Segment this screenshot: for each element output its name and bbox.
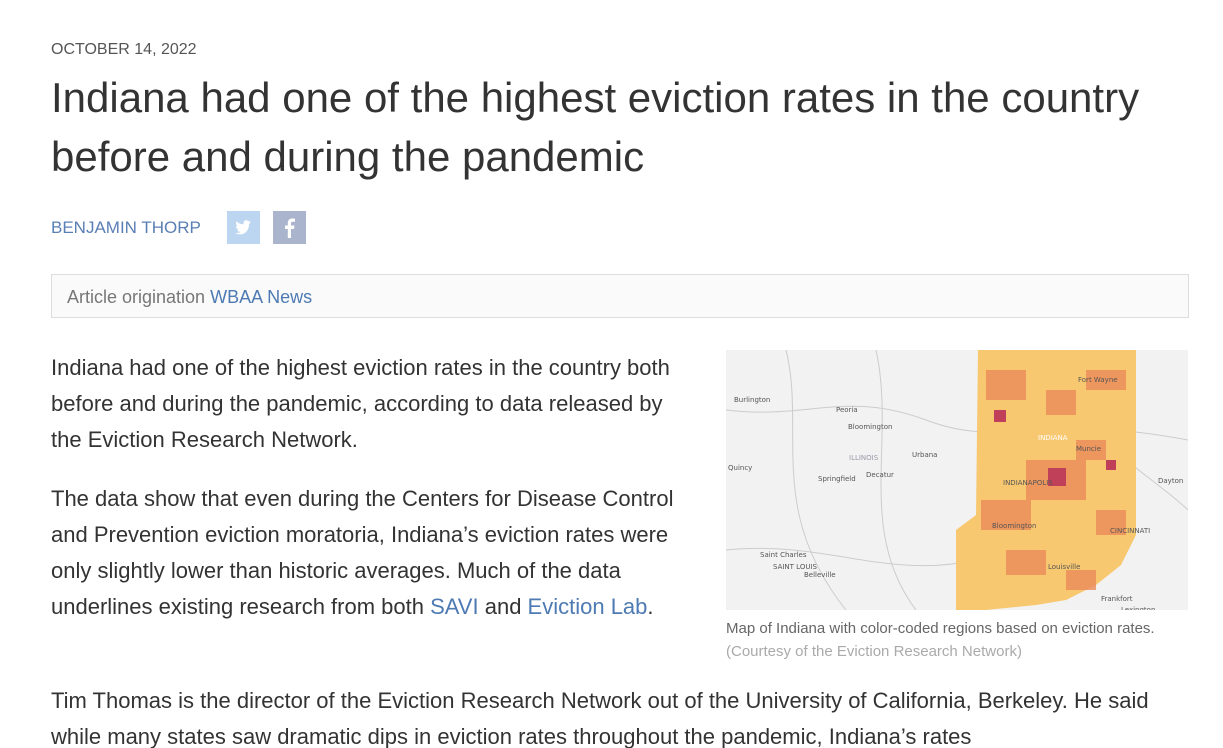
figure-caption: Map of Indiana with color-coded regions … (726, 620, 1155, 637)
text: . (647, 594, 654, 619)
map-label: Decatur (866, 471, 894, 479)
map-label: Louisville (1048, 563, 1080, 571)
link[interactable]: Eviction Lab (527, 594, 648, 619)
paragraph: Indiana had one of the highest eviction … (51, 350, 691, 458)
origination-box: Article origination WBAA News (51, 274, 1189, 318)
map-label: Fort Wayne (1078, 376, 1118, 384)
date: OCTOBER 14, 2022 (51, 41, 197, 58)
map-label: Quincy (728, 464, 752, 472)
text: Indiana had one of the highest eviction … (51, 355, 670, 452)
map-label: SAINT LOUIS (773, 563, 818, 571)
map-label: INDIANA (1038, 434, 1068, 442)
map-image: Burlington Peoria Bloomington ILLINOIS U… (725, 349, 1189, 614)
map-label: CINCINNATI (1110, 527, 1150, 535)
facebook-button[interactable] (273, 211, 306, 244)
twitter-button[interactable] (227, 211, 260, 244)
origination-label: Article origination (67, 287, 206, 307)
map-label: Belleville (804, 571, 836, 579)
figure-credit: (Courtesy of the Eviction Research Netwo… (726, 643, 1022, 660)
map-label: ILLINOIS (849, 454, 879, 462)
map-label: Saint Charles (760, 551, 807, 559)
map-label: Burlington (734, 396, 770, 404)
map-label: Lexington (1121, 606, 1155, 610)
map-label: Bloomington (848, 423, 892, 431)
paragraph: The data show that even during the Cente… (51, 481, 711, 625)
map-label: Peoria (836, 406, 858, 414)
source-link[interactable]: WBAA News (210, 287, 313, 307)
map-label: Bloomington (992, 522, 1036, 530)
map-label: Muncie (1076, 445, 1101, 453)
map-label: Dayton (1158, 477, 1183, 485)
text: Tim Thomas is the director of the Evicti… (51, 688, 1149, 748)
figure: Burlington Peoria Bloomington ILLINOIS U… (725, 349, 1189, 660)
headline: Indiana had one of the highest eviction … (51, 74, 1140, 180)
text: The data show that even during the Cente… (51, 486, 674, 619)
text: and (478, 594, 528, 619)
author-link[interactable]: BENJAMIN THORP (51, 218, 201, 237)
map-label: Urbana (912, 451, 937, 459)
map-label: INDIANAPOLIS (1003, 479, 1053, 487)
map-label: Springfield (818, 475, 856, 483)
link[interactable]: SAVI (430, 594, 479, 619)
paragraph: Tim Thomas is the director of the Evicti… (51, 683, 1191, 748)
map-label: Frankfort (1101, 595, 1133, 603)
